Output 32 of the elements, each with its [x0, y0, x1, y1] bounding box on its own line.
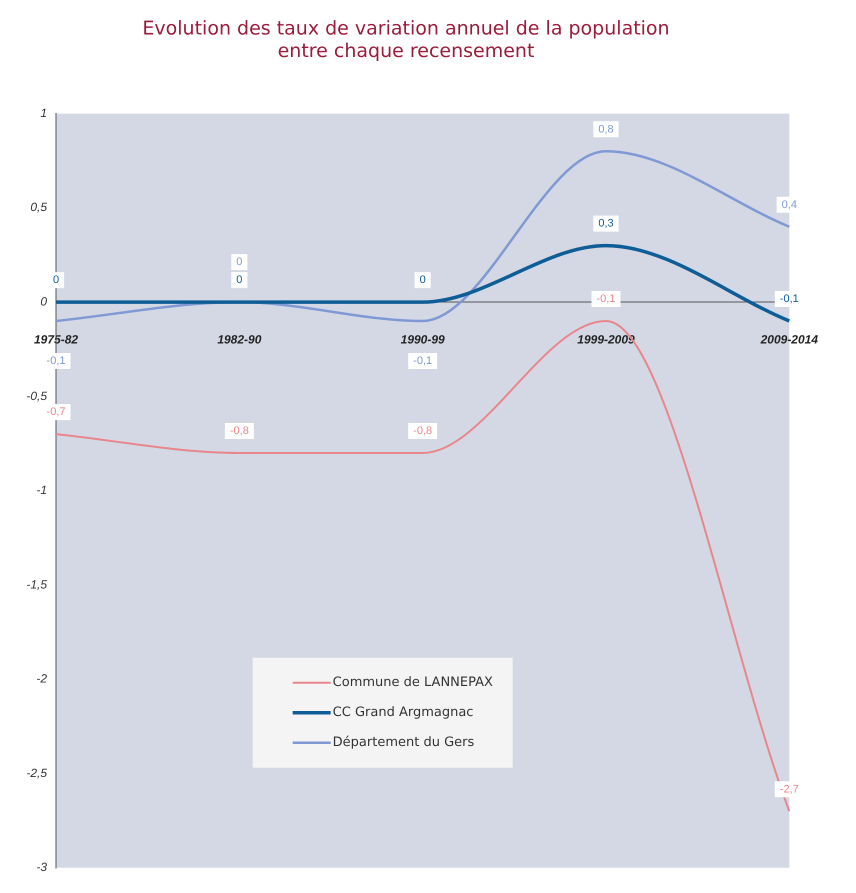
- y-tick-label: -2,5: [26, 766, 48, 780]
- data-label: -0,7: [46, 406, 66, 418]
- y-tick-label: 0,5: [30, 200, 48, 214]
- y-tick-label: 0: [40, 294, 48, 308]
- legend-label: Département du Gers: [332, 735, 474, 750]
- x-tick-label: 1990-99: [400, 332, 446, 347]
- data-label: -0,1: [596, 293, 616, 306]
- x-tick-label: 2009-2014: [760, 332, 818, 347]
- chart-title: Evolution des taux de variation annuel de la population entre chaque recensement: [142, 17, 670, 62]
- y-tick-label: -3: [36, 860, 48, 874]
- data-label: -0,1: [780, 293, 799, 306]
- data-label: -0,1: [46, 355, 66, 368]
- legend-label: Commune de LANNEPAX: [332, 675, 494, 690]
- data-label: -0,1: [413, 355, 432, 368]
- y-tick-label: -0,5: [26, 388, 48, 403]
- y-tick-label: 1: [40, 106, 48, 120]
- data-label: -0,8: [413, 425, 432, 438]
- x-tick-label: 1999-2009: [577, 332, 635, 347]
- data-label: -2,7: [780, 783, 799, 796]
- y-tick-label: -1,5: [26, 577, 48, 592]
- data-label: 0: [52, 274, 60, 286]
- data-label: 0: [236, 274, 242, 286]
- data-label: 0: [236, 256, 242, 268]
- data-label: -0,8: [230, 425, 249, 438]
- data-label: 0,8: [598, 123, 614, 136]
- y-tick-label: -2: [36, 672, 48, 686]
- x-tick-label: 1982-90: [217, 332, 262, 347]
- legend-label: CC Grand Argmagnac: [332, 705, 474, 720]
- data-label: 0,3: [598, 218, 614, 230]
- data-label: 0,4: [782, 198, 797, 211]
- y-tick-label: -1: [36, 483, 48, 498]
- data-label: 0: [420, 274, 426, 286]
